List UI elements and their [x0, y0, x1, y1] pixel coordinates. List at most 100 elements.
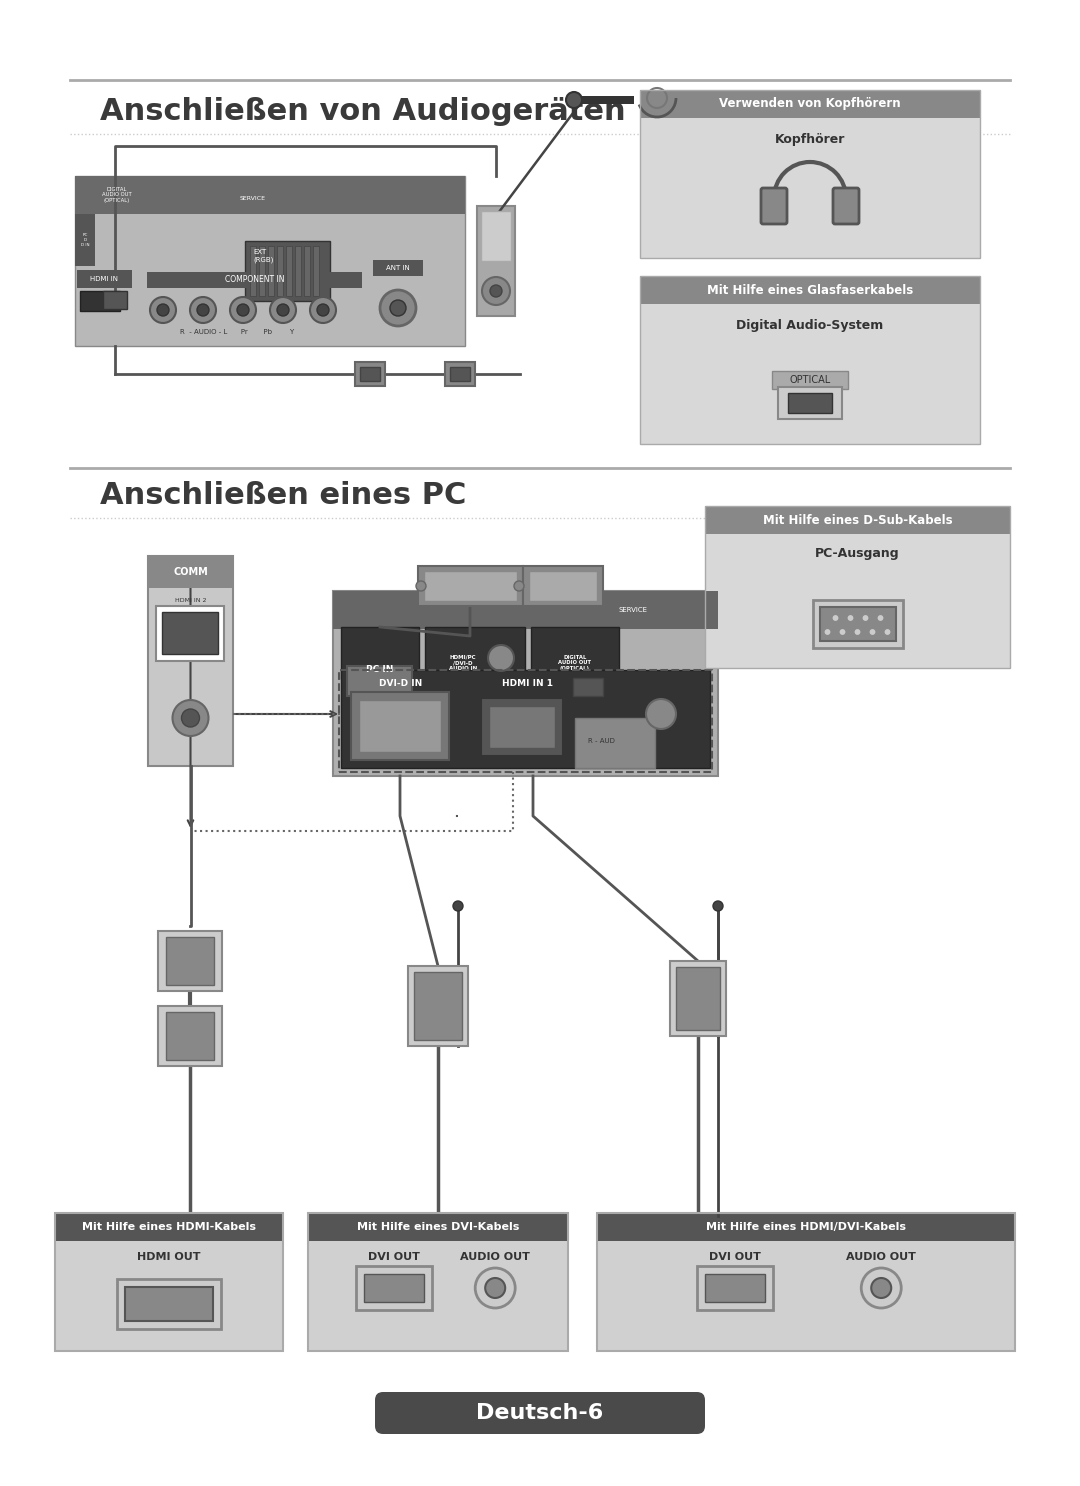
Circle shape — [310, 297, 336, 322]
Bar — [705, 533, 1010, 669]
Bar — [705, 507, 1010, 533]
Circle shape — [157, 305, 168, 317]
Bar — [158, 932, 222, 991]
Bar — [788, 392, 832, 413]
Circle shape — [872, 1278, 891, 1297]
Bar — [308, 1213, 568, 1241]
Text: EXT
(RGB): EXT (RGB) — [253, 250, 273, 263]
Circle shape — [877, 615, 885, 621]
Bar — [778, 386, 842, 419]
Text: Mit Hilfe eines D-Sub-Kabels: Mit Hilfe eines D-Sub-Kabels — [762, 514, 953, 526]
Text: HDMI IN 2: HDMI IN 2 — [175, 597, 206, 602]
Bar — [125, 1287, 213, 1321]
Circle shape — [230, 297, 256, 322]
Bar — [80, 291, 120, 311]
Bar — [295, 247, 301, 296]
Circle shape — [485, 1278, 505, 1297]
Bar — [351, 692, 449, 759]
Circle shape — [318, 305, 329, 317]
Circle shape — [832, 615, 839, 621]
Text: AUDIO OUT: AUDIO OUT — [460, 1253, 530, 1262]
FancyBboxPatch shape — [833, 189, 859, 224]
Circle shape — [488, 645, 514, 672]
Text: DVI OUT: DVI OUT — [708, 1253, 761, 1262]
Bar — [670, 961, 726, 1036]
Bar — [640, 276, 980, 305]
Bar — [364, 1274, 423, 1302]
Circle shape — [514, 581, 524, 591]
Bar — [573, 97, 634, 104]
Text: Deutsch-6: Deutsch-6 — [476, 1403, 604, 1424]
Circle shape — [173, 700, 208, 736]
Bar — [75, 175, 465, 346]
Bar — [360, 367, 380, 380]
Bar — [347, 666, 411, 695]
Bar — [705, 507, 1010, 669]
Circle shape — [237, 305, 249, 317]
Text: HDMI OUT: HDMI OUT — [137, 1253, 201, 1262]
Circle shape — [847, 615, 854, 621]
Text: PC
D
D IN: PC D D IN — [81, 233, 90, 247]
Bar — [531, 627, 619, 679]
Bar — [156, 606, 224, 661]
Bar — [597, 1213, 1015, 1351]
Bar — [772, 372, 848, 389]
Circle shape — [190, 297, 216, 322]
Text: Digital Audio-System: Digital Audio-System — [737, 319, 883, 333]
Circle shape — [453, 901, 463, 911]
Circle shape — [646, 698, 676, 730]
Circle shape — [380, 290, 416, 325]
Text: PC IN: PC IN — [366, 664, 394, 673]
Bar — [640, 276, 980, 444]
Bar — [303, 247, 310, 296]
Bar — [481, 211, 511, 262]
Text: SERVICE: SERVICE — [240, 196, 266, 201]
Bar — [55, 1241, 283, 1351]
Circle shape — [854, 629, 861, 636]
Bar — [339, 670, 712, 773]
Bar — [426, 627, 525, 679]
Bar — [820, 606, 895, 640]
Circle shape — [869, 629, 876, 636]
Bar — [640, 91, 980, 259]
Bar — [575, 718, 654, 768]
Bar — [308, 1241, 568, 1351]
Text: Verwenden von Kopfhörern: Verwenden von Kopfhörern — [719, 98, 901, 110]
Bar — [103, 291, 127, 309]
Bar — [640, 117, 980, 259]
Text: Kopfhörer: Kopfhörer — [774, 134, 846, 147]
Bar — [640, 305, 980, 444]
Bar — [148, 556, 233, 588]
Bar — [147, 272, 362, 288]
Bar — [597, 1213, 1015, 1241]
Text: AUDIO OUT: AUDIO OUT — [847, 1253, 916, 1262]
Bar — [117, 1279, 221, 1328]
Bar — [812, 600, 903, 648]
Bar — [597, 1241, 1015, 1351]
Text: Anschließen eines PC: Anschließen eines PC — [100, 481, 467, 511]
Text: DVI OUT: DVI OUT — [368, 1253, 420, 1262]
Bar — [705, 1274, 765, 1302]
Text: OPTICAL: OPTICAL — [789, 374, 831, 385]
Bar — [333, 591, 718, 776]
Bar — [75, 214, 95, 266]
Bar — [523, 566, 603, 606]
Bar — [477, 207, 515, 317]
Bar — [259, 247, 265, 296]
Bar — [640, 91, 980, 117]
Circle shape — [490, 285, 502, 297]
Bar — [158, 1006, 222, 1065]
Text: HDMI/PC
/DVI-D
AUDIO IN: HDMI/PC /DVI-D AUDIO IN — [449, 655, 477, 672]
Circle shape — [150, 297, 176, 322]
Bar — [408, 966, 468, 1046]
Text: ANT IN: ANT IN — [387, 265, 410, 270]
Bar — [286, 247, 292, 296]
Bar — [276, 247, 283, 296]
Circle shape — [862, 615, 869, 621]
Text: DIGITAL
AUDIO OUT
(OPTICAL): DIGITAL AUDIO OUT (OPTICAL) — [558, 655, 592, 672]
Bar — [450, 367, 470, 380]
FancyBboxPatch shape — [761, 189, 787, 224]
Text: Mit Hilfe eines DVI-Kabels: Mit Hilfe eines DVI-Kabels — [356, 1221, 519, 1232]
Text: Mit Hilfe eines HDMI/DVI-Kabels: Mit Hilfe eines HDMI/DVI-Kabels — [706, 1221, 906, 1232]
Bar — [424, 571, 517, 600]
